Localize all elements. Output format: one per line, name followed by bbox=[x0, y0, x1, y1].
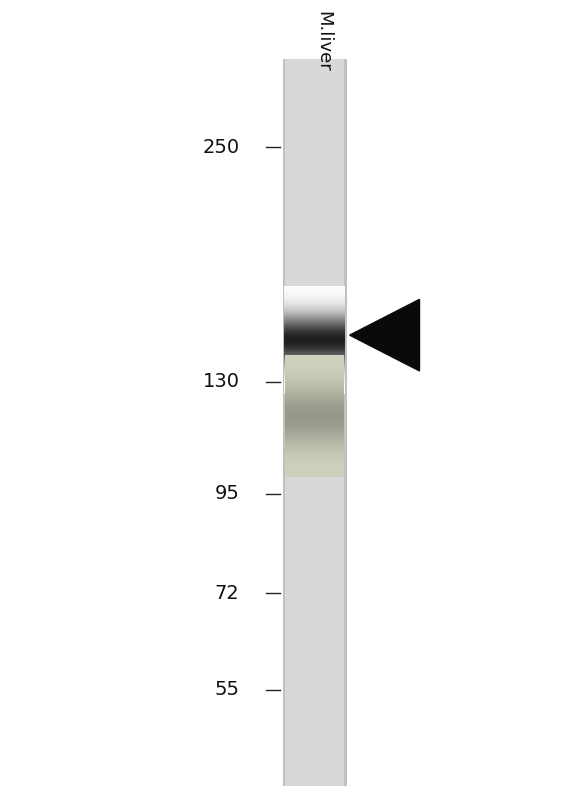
Text: M.liver: M.liver bbox=[315, 11, 333, 72]
Polygon shape bbox=[350, 299, 419, 371]
Text: 95: 95 bbox=[215, 484, 240, 503]
Text: 72: 72 bbox=[215, 584, 240, 602]
Text: 130: 130 bbox=[202, 372, 240, 391]
Text: 55: 55 bbox=[215, 680, 240, 699]
Text: 250: 250 bbox=[202, 138, 240, 157]
